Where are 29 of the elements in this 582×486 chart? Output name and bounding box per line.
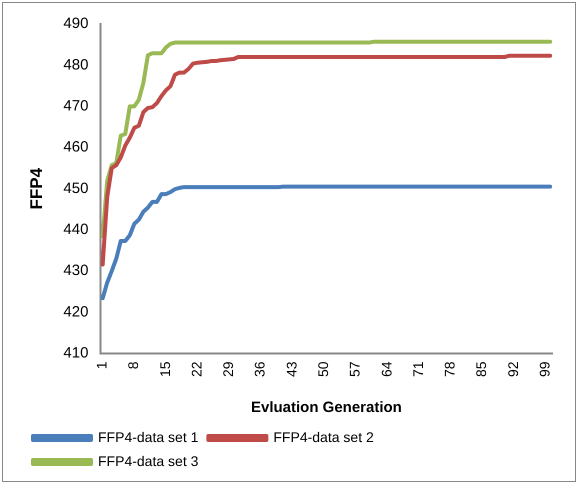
y-tick-label: 420 [63, 303, 88, 320]
x-tick-label: 92 [504, 361, 521, 378]
x-tick-label: 8 [125, 361, 142, 370]
legend-label: FFP4-data set 3 [98, 452, 199, 469]
x-tick-label: 22 [188, 361, 204, 378]
x-tick-label: 78 [442, 361, 458, 378]
x-axis-title: Evluation Generation [250, 399, 402, 416]
x-tick-label: 85 [473, 361, 490, 378]
x-tick-label: 36 [252, 361, 268, 378]
x-tick-label: 64 [378, 361, 394, 378]
legend-label: FFP4-data set 1 [98, 428, 199, 445]
y-tick-label: 490 [63, 15, 88, 32]
x-tick-label: 71 [410, 361, 426, 378]
x-tick-label: 1 [94, 361, 110, 370]
y-tick-label: 440 [63, 221, 88, 238]
x-tick-label: 99 [536, 361, 552, 378]
legend-label: FFP4-data set 2 [273, 428, 374, 445]
x-tick-label: 50 [315, 361, 331, 378]
y-tick-label: 480 [63, 56, 88, 74]
y-tick-label: 410 [63, 344, 88, 362]
x-tick-label: 43 [283, 361, 300, 378]
x-tick-label: 57 [346, 361, 363, 378]
x-tick-label: 29 [220, 361, 236, 378]
y-tick-label: 460 [63, 138, 88, 156]
y-tick-label: 450 [63, 180, 88, 197]
x-tick-label: 15 [156, 361, 173, 378]
y-axis-title: FFP4 [26, 167, 46, 210]
y-tick-label: 430 [63, 262, 88, 280]
y-tick-label: 470 [63, 98, 88, 114]
